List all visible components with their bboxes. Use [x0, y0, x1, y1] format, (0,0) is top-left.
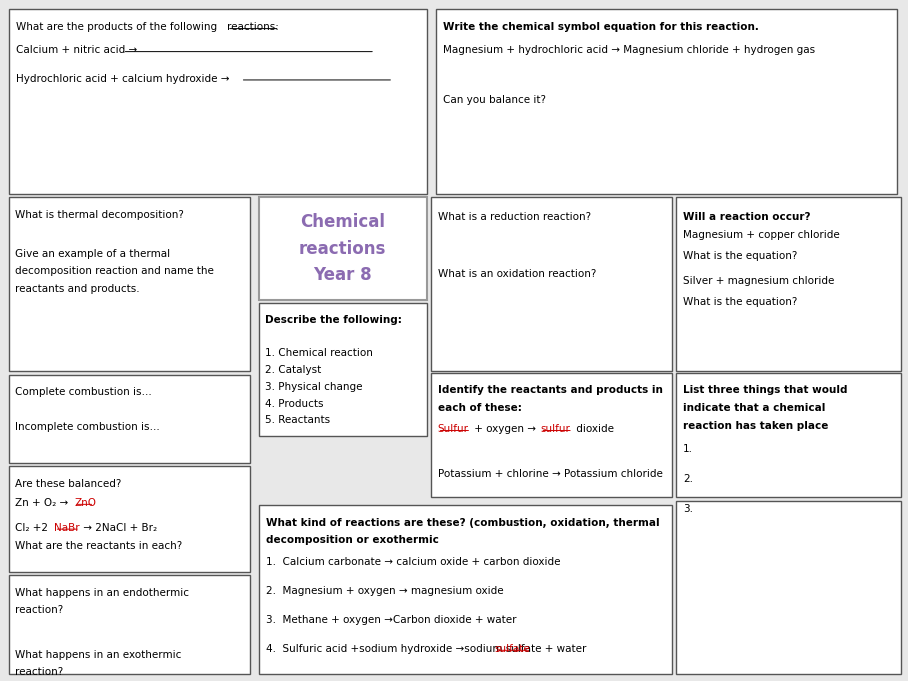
Text: Silver + magnesium chloride: Silver + magnesium chloride	[683, 276, 834, 286]
Text: Potassium + chlorine → Potassium chloride: Potassium + chlorine → Potassium chlorid…	[438, 469, 663, 479]
Bar	[9, 466, 250, 572]
Bar	[431, 373, 672, 497]
Bar	[259, 197, 427, 300]
Text: 1.  Calcium carbonate → calcium oxide + carbon dioxide: 1. Calcium carbonate → calcium oxide + c…	[266, 556, 560, 567]
Text: Identify the reactants and products in: Identify the reactants and products in	[438, 385, 663, 396]
Bar	[9, 9, 427, 194]
Text: → 2NaCl + Br₂: → 2NaCl + Br₂	[80, 523, 157, 533]
Text: ZnO: ZnO	[74, 498, 96, 508]
Text: Chemical
reactions
Year 8: Chemical reactions Year 8	[299, 213, 387, 284]
Text: What is the equation?: What is the equation?	[683, 298, 797, 307]
Text: 3.: 3.	[683, 504, 693, 514]
Text: What happens in an exothermic: What happens in an exothermic	[15, 650, 181, 660]
Bar	[676, 373, 901, 497]
Text: Sulfur: Sulfur	[438, 424, 469, 434]
Text: Are these balanced?: Are these balanced?	[15, 479, 121, 489]
Text: Cl₂ +2: Cl₂ +2	[15, 523, 51, 533]
Text: 3. Physical change: 3. Physical change	[265, 381, 362, 392]
Bar	[676, 501, 901, 674]
Text: What happens in an endothermic: What happens in an endothermic	[15, 588, 189, 598]
Text: 2.  Magnesium + oxygen → magnesium oxide: 2. Magnesium + oxygen → magnesium oxide	[266, 586, 504, 596]
Text: sulfate: sulfate	[495, 644, 530, 654]
Text: What is thermal decomposition?: What is thermal decomposition?	[15, 210, 183, 220]
Text: 4. Products: 4. Products	[265, 398, 323, 409]
Text: reaction has taken place: reaction has taken place	[683, 421, 828, 431]
Text: Calcium + nitric acid →: Calcium + nitric acid →	[16, 46, 138, 55]
Text: indicate that a chemical: indicate that a chemical	[683, 403, 825, 413]
Text: What are the reactants in each?: What are the reactants in each?	[15, 541, 182, 551]
Text: sulfur: sulfur	[540, 424, 570, 434]
Text: Will a reaction occur?: Will a reaction occur?	[683, 212, 810, 223]
Text: reactions:: reactions:	[227, 22, 279, 33]
Text: reactants and products.: reactants and products.	[15, 284, 139, 294]
Text: dioxide: dioxide	[573, 424, 614, 434]
Text: 2.: 2.	[683, 474, 693, 484]
Text: each of these:: each of these:	[438, 403, 521, 413]
Text: reaction?: reaction?	[15, 605, 63, 616]
Bar	[9, 575, 250, 674]
Text: What is an oxidation reaction?: What is an oxidation reaction?	[438, 269, 596, 279]
Text: Describe the following:: Describe the following:	[265, 315, 402, 326]
Text: 2. Catalyst: 2. Catalyst	[265, 365, 321, 375]
Text: Can you balance it?: Can you balance it?	[443, 95, 546, 105]
Text: Zn + O₂ →: Zn + O₂ →	[15, 498, 71, 508]
Bar	[436, 9, 897, 194]
Text: Write the chemical symbol equation for this reaction.: Write the chemical symbol equation for t…	[443, 22, 759, 33]
Text: What is a reduction reaction?: What is a reduction reaction?	[438, 212, 591, 223]
Text: What is the equation?: What is the equation?	[683, 251, 797, 262]
Text: reaction?: reaction?	[15, 667, 63, 678]
Text: Give an example of a thermal: Give an example of a thermal	[15, 249, 170, 259]
Bar	[259, 303, 427, 436]
Bar	[431, 197, 672, 371]
Text: Incomplete combustion is…: Incomplete combustion is…	[15, 422, 160, 432]
Text: 4.  Sulfuric acid +sodium hydroxide →sodium sulfate + water: 4. Sulfuric acid +sodium hydroxide →sodi…	[266, 644, 587, 654]
Text: 3.  Methane + oxygen →Carbon dioxide + water: 3. Methane + oxygen →Carbon dioxide + wa…	[266, 615, 517, 625]
Bar	[9, 197, 250, 371]
Text: What kind of reactions are these? (combustion, oxidation, thermal: What kind of reactions are these? (combu…	[266, 518, 660, 528]
Text: What are the products of the following: What are the products of the following	[16, 22, 221, 33]
Text: 5. Reactants: 5. Reactants	[265, 415, 331, 426]
Text: decomposition reaction and name the: decomposition reaction and name the	[15, 266, 213, 276]
Text: Magnesium + hydrochloric acid → Magnesium chloride + hydrogen gas: Magnesium + hydrochloric acid → Magnesiu…	[443, 46, 815, 55]
Text: 1. Chemical reaction: 1. Chemical reaction	[265, 348, 373, 358]
Text: NaBr: NaBr	[54, 523, 80, 533]
Text: decomposition or exothermic: decomposition or exothermic	[266, 535, 439, 545]
Bar	[9, 375, 250, 463]
Text: List three things that would: List three things that would	[683, 385, 847, 396]
Bar	[259, 505, 672, 674]
Bar	[676, 197, 901, 371]
Text: Hydrochloric acid + calcium hydroxide →: Hydrochloric acid + calcium hydroxide →	[16, 74, 230, 84]
Text: Complete combustion is…: Complete combustion is…	[15, 387, 152, 397]
Text: Magnesium + copper chloride: Magnesium + copper chloride	[683, 230, 840, 240]
Text: + oxygen →: + oxygen →	[471, 424, 539, 434]
Text: 1.: 1.	[683, 444, 693, 454]
